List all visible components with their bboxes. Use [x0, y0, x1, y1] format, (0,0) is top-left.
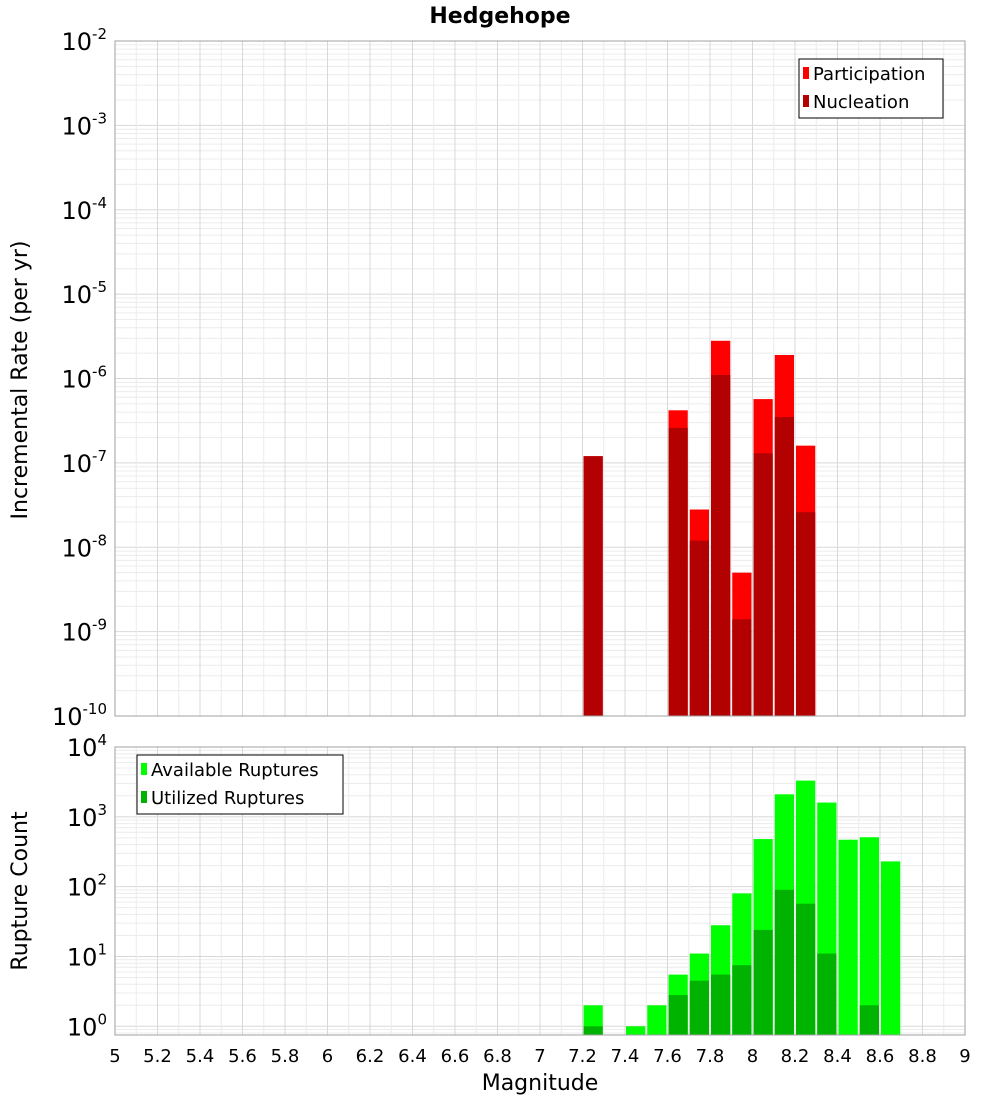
legend-box — [136, 754, 344, 815]
x-tick-label: 5.6 — [228, 1046, 257, 1067]
bar — [881, 861, 901, 1035]
x-tick-label: 5.2 — [143, 1046, 172, 1067]
legend-label: Available Ruptures — [151, 760, 319, 781]
legend-box — [798, 58, 944, 119]
y-tick-label: 10-4 — [61, 194, 107, 225]
y-tick-label: 10-7 — [61, 447, 107, 478]
x-tick-label: 7.4 — [611, 1046, 640, 1067]
x-tick-label: 8.6 — [866, 1046, 895, 1067]
y-tick-label: 10-9 — [61, 616, 107, 647]
y-tick-label: 10-3 — [61, 109, 107, 140]
legend-swatch — [803, 95, 809, 107]
legend: Participation Nucleation — [798, 58, 944, 119]
x-tick-label: 6.8 — [483, 1046, 512, 1067]
x-tick-label: 5.4 — [186, 1046, 215, 1067]
bar — [583, 456, 603, 716]
series-secondary — [583, 889, 879, 1035]
bar — [668, 427, 688, 716]
bar — [838, 839, 858, 1035]
x-tick-label: 8 — [747, 1046, 758, 1067]
bar — [774, 889, 794, 1035]
x-tick-label: 8.8 — [908, 1046, 937, 1067]
y-axis-label: Incremental Rate (per yr) — [8, 241, 33, 520]
y-tick-label: 10-5 — [61, 278, 107, 309]
bar — [711, 375, 731, 716]
bar — [583, 1026, 603, 1035]
x-tick-label: 6.2 — [356, 1046, 385, 1067]
y-tick-label: 10-2 — [61, 25, 107, 56]
bar — [711, 974, 731, 1035]
bar — [647, 1005, 667, 1035]
plot-frame — [114, 746, 966, 1036]
y-tick-label: 101 — [67, 940, 107, 971]
bar — [626, 1026, 646, 1035]
y-tick-label: 102 — [67, 871, 107, 902]
series-primary — [583, 780, 901, 1035]
chart-title: Hedgehope — [429, 4, 570, 29]
bar — [859, 1005, 879, 1035]
bar — [753, 929, 773, 1035]
bar — [732, 965, 752, 1035]
y-tick-label: 104 — [67, 731, 107, 762]
y-axis-label: Rupture Count — [8, 811, 33, 971]
bar — [668, 995, 688, 1035]
legend-swatch — [803, 67, 809, 79]
bar — [774, 416, 794, 716]
y-tick-label: 103 — [67, 801, 107, 832]
x-axis-label: Magnitude — [482, 1071, 599, 1096]
x-tick-label: 9 — [959, 1046, 970, 1067]
legend-swatch — [141, 791, 147, 803]
bar — [859, 837, 879, 1035]
top-panel: 10-10 10-9 10-8 10-7 10-6 10-5 10-4 10-3 10-2 Inc… — [8, 25, 966, 731]
x-tick-label: 8.4 — [823, 1046, 852, 1067]
x-tick-label: 5 — [109, 1046, 120, 1067]
x-tick-label: 5.8 — [271, 1046, 300, 1067]
bar — [732, 619, 752, 716]
legend-label: Utilized Ruptures — [151, 788, 304, 809]
plot-frame — [114, 40, 966, 717]
x-tick-label: 7.8 — [696, 1046, 725, 1067]
bar — [753, 453, 773, 716]
grid — [114, 40, 966, 717]
bottom-panel: 100 101 102 103 104 Rupture Count 5 5.2 5.4 5.6 5.… — [8, 731, 971, 1067]
legend-swatch — [141, 763, 147, 775]
bar — [689, 540, 709, 716]
x-tick-label: 6.4 — [398, 1046, 427, 1067]
x-tick-label: 7.2 — [568, 1046, 597, 1067]
x-tick-label: 6.6 — [441, 1046, 470, 1067]
series-secondary — [583, 375, 816, 716]
y-tick-label: 10-10 — [52, 700, 107, 731]
bar — [796, 903, 816, 1035]
bar — [796, 512, 816, 716]
y-tick-label: 10-8 — [61, 531, 107, 562]
legend: Available Ruptures Utilized Ruptures — [136, 754, 344, 815]
bar — [689, 980, 709, 1035]
legend-label: Nucleation — [813, 92, 909, 113]
x-tick-label: 6 — [322, 1046, 333, 1067]
y-tick-label: 100 — [67, 1010, 107, 1041]
x-tick-label: 7 — [534, 1046, 545, 1067]
bar — [817, 953, 837, 1035]
x-tick-label: 7.6 — [653, 1046, 682, 1067]
legend-label: Participation — [813, 64, 925, 85]
x-tick-label: 8.2 — [781, 1046, 810, 1067]
y-tick-label: 10-6 — [61, 363, 107, 394]
